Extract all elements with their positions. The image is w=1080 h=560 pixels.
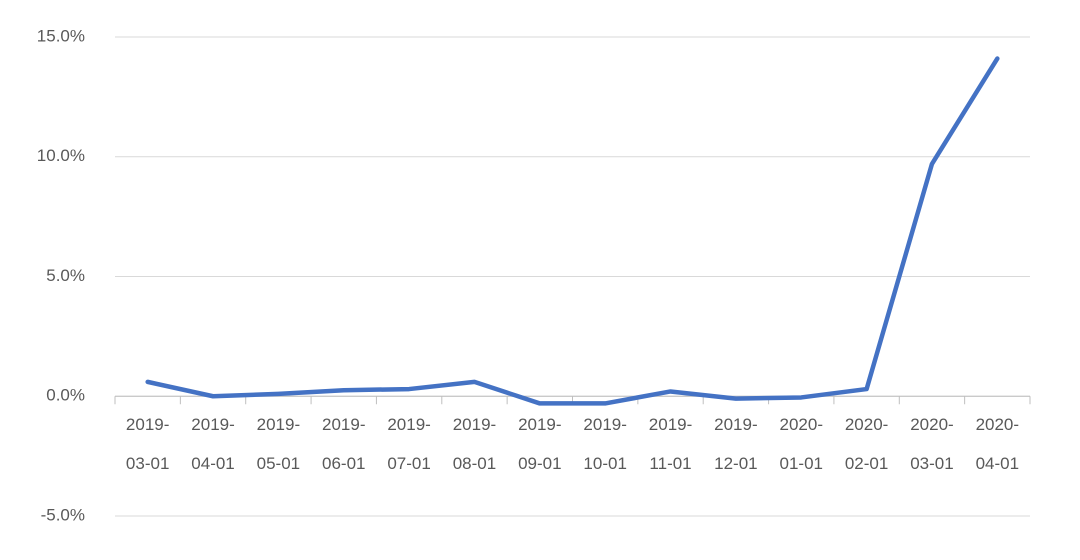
y-tick-label: 10.0% [37, 146, 85, 165]
x-tick-label: 2019-08-01 [452, 415, 497, 474]
y-tick-label: 5.0% [46, 266, 85, 285]
x-tick-label: 2020-01-01 [779, 415, 823, 474]
y-tick-label: -5.0% [41, 505, 85, 524]
y-tick-label: 0.0% [46, 386, 85, 405]
line [145, 56, 1000, 406]
x-tick-label: 2019-05-01 [256, 415, 301, 474]
x-tick-label: 2020-02-01 [844, 415, 889, 474]
x-tick-label: 2019-06-01 [322, 415, 366, 474]
x-tick-label: 2019-09-01 [518, 415, 562, 474]
x-tick-label: 2020-04-01 [975, 415, 1020, 474]
x-tick-label: 2019-07-01 [387, 415, 431, 474]
x-tick-label: 2019-10-01 [583, 415, 627, 474]
y-tick-label: 15.0% [37, 26, 85, 45]
x-tick-label: 2019-11-01 [648, 415, 693, 474]
x-tick-label: 2019-12-01 [714, 415, 758, 474]
x-tick-label: 2019-03-01 [125, 415, 170, 474]
x-tick-label: 2019-04-01 [191, 415, 235, 474]
x-tick-label: 2020-03-01 [910, 415, 954, 474]
